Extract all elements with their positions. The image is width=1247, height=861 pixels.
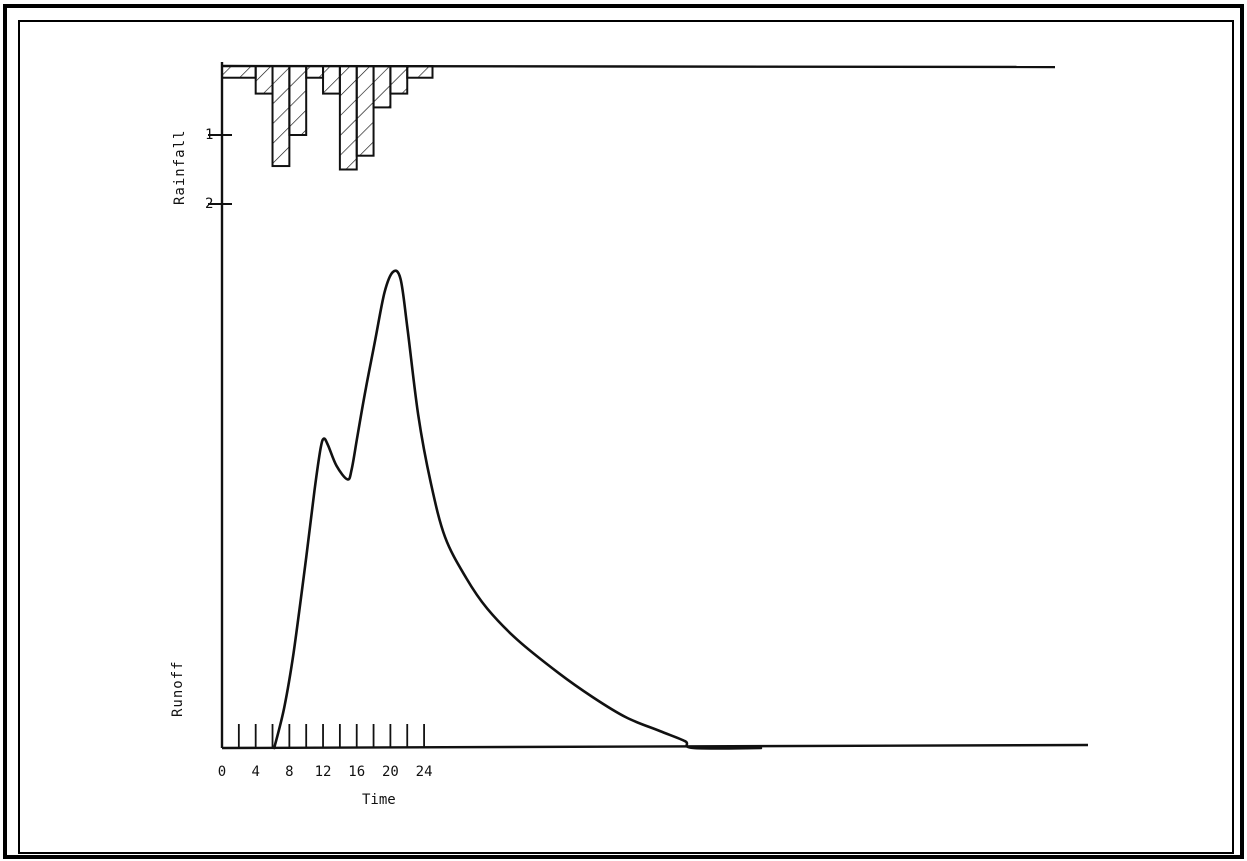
time-axis-line bbox=[221, 743, 1089, 750]
outer-border bbox=[3, 4, 1244, 859]
rainfall-bar-5 bbox=[322, 65, 341, 95]
rainfall-bar-8 bbox=[372, 65, 392, 109]
rainfall-tick-label: 1 bbox=[205, 127, 213, 143]
runoff-axis-title: Runoff bbox=[170, 660, 186, 717]
rainfall-bar-9 bbox=[389, 65, 409, 95]
rainfall-bar-4 bbox=[305, 65, 325, 79]
time-tick-label: 20 bbox=[382, 764, 399, 780]
time-tick-label: 8 bbox=[285, 764, 293, 780]
time-axis-title: Time bbox=[362, 792, 396, 808]
rainfall-bar-0 bbox=[221, 65, 257, 79]
rainfall-tick-label: 2 bbox=[205, 196, 213, 212]
time-axis-ticks: 0 4 8 12 16 20 24 bbox=[218, 724, 433, 780]
runoff-hydrograph-line bbox=[272, 269, 763, 750]
rainfall-bars bbox=[221, 65, 434, 171]
time-tick-label: 24 bbox=[416, 764, 433, 780]
rainfall-baseline bbox=[221, 64, 1056, 69]
rainfall-bar-7 bbox=[355, 65, 375, 157]
axes bbox=[220, 62, 1089, 750]
time-tick-label: 4 bbox=[251, 764, 259, 780]
time-tick-label: 0 bbox=[218, 764, 226, 780]
inner-border bbox=[18, 20, 1234, 854]
rainfall-bar-1 bbox=[254, 65, 274, 95]
rainfall-axis-ticks: 12 bbox=[205, 127, 232, 212]
time-tick-label: 16 bbox=[348, 764, 365, 780]
rainfall-bar-6 bbox=[338, 65, 358, 171]
rainfall-bar-10 bbox=[406, 65, 434, 79]
rainfall-bar-3 bbox=[288, 65, 308, 136]
rainfall-axis-title: Rainfall bbox=[172, 130, 188, 205]
time-tick-label: 12 bbox=[315, 764, 332, 780]
rainfall-bar-2 bbox=[271, 65, 291, 168]
